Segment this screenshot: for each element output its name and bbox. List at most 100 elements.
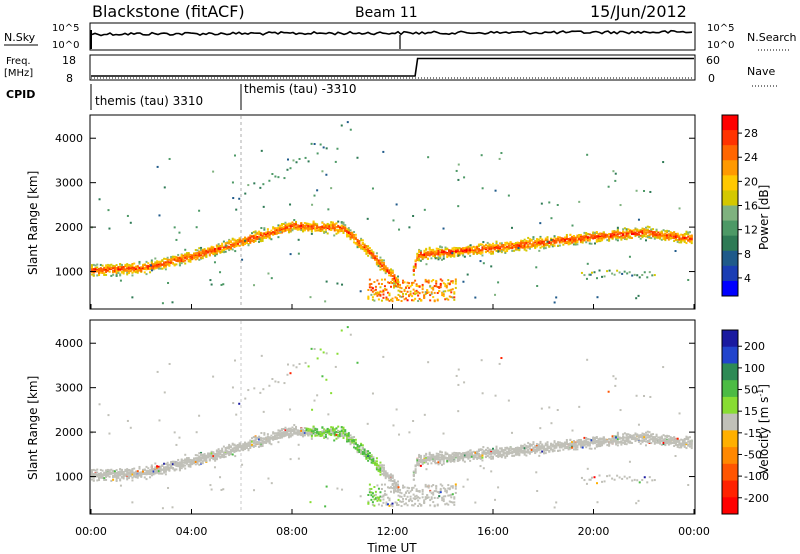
power-echo bbox=[469, 249, 472, 252]
nsky-label: N.Sky bbox=[4, 31, 36, 44]
velocity-echo bbox=[96, 475, 99, 478]
velocity-echo bbox=[416, 463, 419, 466]
power-echo bbox=[330, 221, 333, 224]
velocity-echo bbox=[247, 449, 250, 452]
velocity-echo bbox=[177, 463, 180, 466]
velocity-echo bbox=[154, 467, 157, 470]
velocity-echo bbox=[491, 447, 494, 450]
power-ytick-label: 2000 bbox=[55, 221, 83, 234]
velocity-echo bbox=[310, 430, 313, 433]
velocity-echo bbox=[103, 472, 106, 475]
velocity-echo bbox=[105, 475, 108, 478]
velocity-echo bbox=[483, 452, 486, 455]
power-echo bbox=[484, 244, 487, 247]
power-echo bbox=[379, 265, 382, 268]
power-echo bbox=[423, 208, 426, 211]
velocity-echo bbox=[286, 433, 289, 436]
power-echo bbox=[678, 234, 681, 237]
power-echo bbox=[272, 227, 275, 230]
power-echo bbox=[448, 254, 451, 257]
power-echo bbox=[630, 233, 633, 236]
power-echo bbox=[657, 234, 660, 237]
power-echo bbox=[319, 227, 322, 230]
power-echo bbox=[224, 248, 227, 251]
power-echo bbox=[156, 165, 159, 168]
velocity-echo bbox=[200, 461, 203, 464]
power-echo bbox=[208, 248, 211, 251]
power-echo bbox=[451, 281, 454, 284]
power-echo bbox=[439, 282, 442, 285]
velocity-echo bbox=[180, 459, 183, 462]
power-echo bbox=[256, 232, 259, 235]
velocity-echo bbox=[133, 473, 136, 476]
power-echo bbox=[430, 253, 433, 256]
power-echo bbox=[289, 229, 292, 232]
velocity-echo bbox=[440, 458, 443, 461]
velocity-echo bbox=[273, 436, 276, 439]
power-echo bbox=[145, 266, 148, 269]
velocity-echo bbox=[127, 469, 130, 472]
velocity-echo bbox=[360, 444, 363, 447]
velocity-echo bbox=[337, 425, 340, 428]
velocity-echo bbox=[180, 460, 183, 463]
power-echo bbox=[131, 266, 134, 269]
power-echo bbox=[477, 250, 480, 253]
velocity-echo bbox=[377, 470, 380, 473]
power-echo bbox=[171, 258, 174, 261]
velocity-echo bbox=[486, 454, 489, 457]
power-echo bbox=[171, 256, 174, 259]
velocity-echo bbox=[451, 459, 454, 462]
velocity-echo bbox=[502, 449, 505, 452]
velocity-echo bbox=[284, 434, 287, 437]
velocity-echo bbox=[178, 468, 181, 471]
velocity-echo bbox=[156, 465, 159, 468]
power-echo bbox=[298, 225, 301, 228]
power-echo bbox=[557, 236, 560, 239]
power-echo bbox=[309, 227, 312, 230]
power-echo bbox=[423, 254, 426, 257]
power-echo bbox=[215, 252, 218, 255]
velocity-echo bbox=[462, 452, 465, 455]
power-echo bbox=[249, 234, 252, 237]
power-echo bbox=[484, 251, 487, 254]
power-echo bbox=[513, 244, 516, 247]
power-echo bbox=[217, 243, 220, 246]
power-echo bbox=[451, 252, 454, 255]
velocity-echo bbox=[222, 456, 225, 459]
power-echo bbox=[453, 252, 456, 255]
power-echo bbox=[368, 247, 371, 250]
velocity-echo bbox=[430, 456, 433, 459]
power-echo bbox=[384, 268, 387, 271]
power-echo bbox=[225, 244, 228, 247]
power-echo bbox=[585, 235, 588, 238]
velocity-echo bbox=[446, 457, 449, 460]
velocity-echo bbox=[238, 442, 241, 445]
velocity-echo bbox=[113, 473, 116, 476]
power-echo bbox=[379, 259, 382, 262]
freq-tick-high: 18 bbox=[62, 54, 76, 67]
velocity-echo bbox=[152, 470, 155, 473]
velocity-echo bbox=[205, 454, 208, 457]
power-echo bbox=[150, 267, 153, 270]
power-echo bbox=[185, 255, 188, 258]
power-echo bbox=[166, 260, 169, 263]
power-echo bbox=[272, 231, 275, 234]
power-echo bbox=[120, 271, 123, 274]
power-echo bbox=[112, 265, 115, 268]
power-echo bbox=[222, 240, 225, 243]
velocity-echo bbox=[261, 437, 264, 440]
power-echo bbox=[333, 226, 336, 229]
velocity-echo bbox=[245, 442, 248, 445]
power-echo bbox=[423, 255, 426, 258]
power-echo bbox=[323, 227, 326, 230]
power-echo bbox=[98, 272, 101, 275]
velocity-echo bbox=[284, 429, 287, 432]
power-echo bbox=[310, 232, 313, 235]
power-echo bbox=[674, 250, 677, 253]
power-echo bbox=[442, 250, 445, 253]
power-echo bbox=[154, 262, 157, 265]
velocity-echo bbox=[300, 428, 303, 431]
velocity-echo bbox=[321, 432, 324, 435]
power-echo bbox=[393, 286, 396, 289]
power-echo bbox=[643, 189, 646, 192]
